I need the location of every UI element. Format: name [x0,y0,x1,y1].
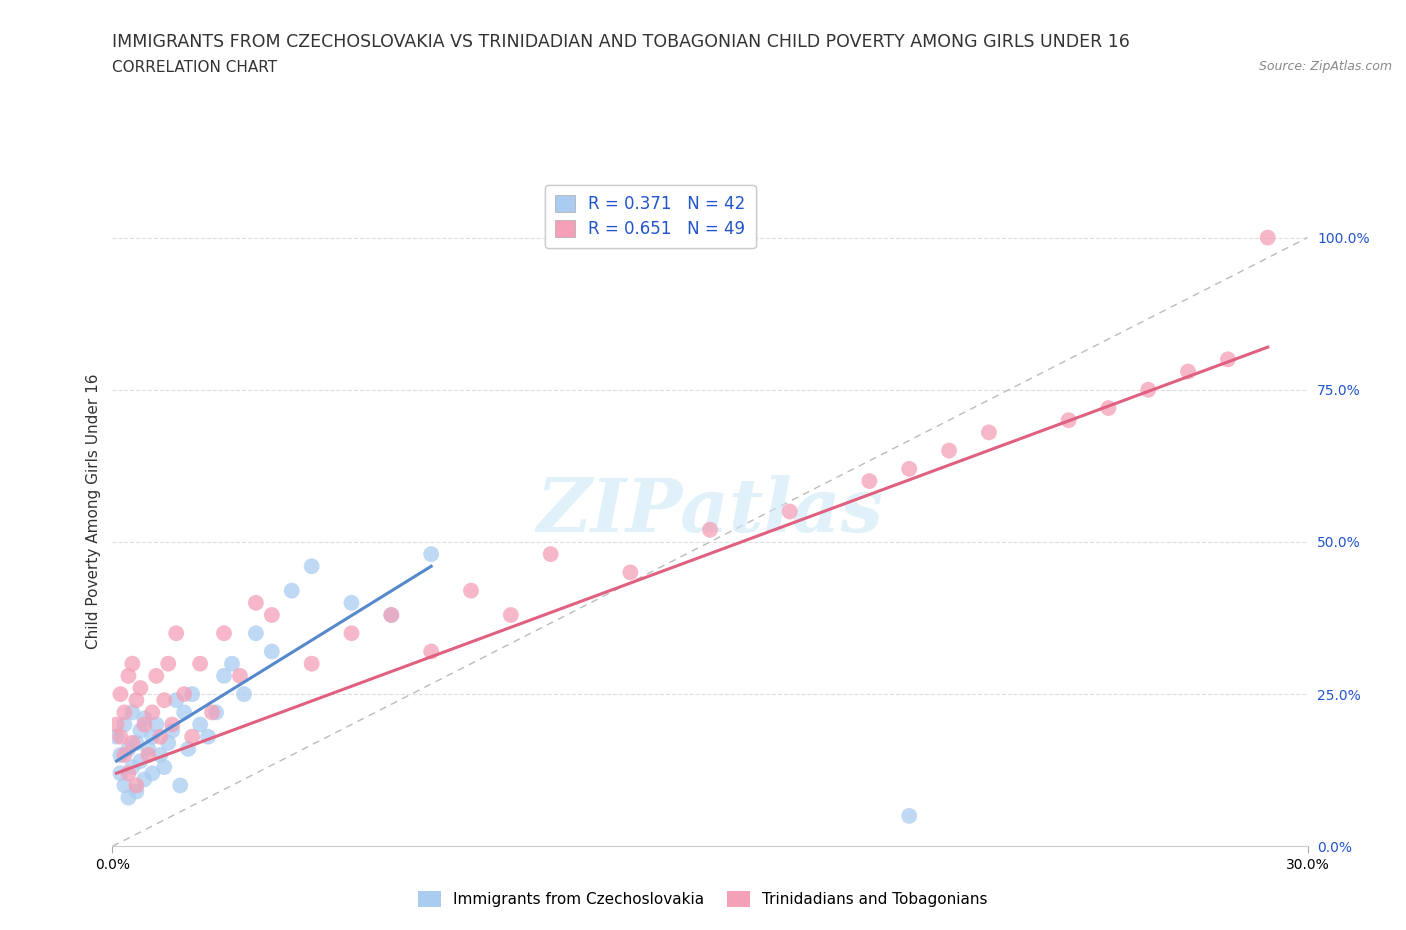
Point [260,607,283,622]
Point [460,583,482,598]
Point [619,565,641,579]
Point [153,760,176,775]
Point [125,778,148,793]
Point [699,523,721,538]
Y-axis label: Child Poverty Among Girls Under 16: Child Poverty Among Girls Under 16 [86,374,101,649]
Point [779,504,801,519]
Point [114,705,135,720]
Point [105,729,128,744]
Point [149,748,172,763]
Point [121,736,143,751]
Point [141,729,163,744]
Point [125,784,148,799]
Point [380,607,402,622]
Point [233,686,256,701]
Point [138,748,160,763]
Legend: Immigrants from Czechoslovakia, Trinidadians and Tobagonians: Immigrants from Czechoslovakia, Trinidad… [412,884,994,913]
Point [188,657,211,671]
Point [260,644,283,659]
Point [121,760,143,775]
Point [145,717,167,732]
Point [1216,352,1239,366]
Point [420,644,443,659]
Point [138,741,160,756]
Point [153,693,176,708]
Point [114,748,135,763]
Point [125,736,148,751]
Point [212,626,235,641]
Point [165,693,187,708]
Point [134,772,156,787]
Point [162,724,183,738]
Point [1097,401,1119,416]
Point [121,705,143,720]
Point [134,711,156,726]
Point [110,765,132,780]
Point [858,473,880,488]
Point [380,607,402,622]
Point [977,425,1000,440]
Point [229,669,252,684]
Point [540,547,562,562]
Point [121,657,143,671]
Point [245,626,267,641]
Point [129,724,152,738]
Point [125,693,148,708]
Point [141,765,163,780]
Point [1257,230,1279,245]
Point [1137,382,1160,397]
Point [110,686,132,701]
Point [938,444,960,458]
Point [188,717,211,732]
Point [117,790,139,805]
Point [1057,413,1080,428]
Point [114,778,135,793]
Point [420,547,443,562]
Point [205,705,228,720]
Point [141,705,163,720]
Text: CORRELATION CHART: CORRELATION CHART [112,60,277,75]
Point [157,736,180,751]
Point [340,595,363,610]
Point [301,559,323,574]
Point [173,686,195,701]
Point [245,595,267,610]
Point [134,717,156,732]
Point [114,717,135,732]
Point [149,729,172,744]
Legend: R = 0.371   N = 42, R = 0.651   N = 49: R = 0.371 N = 42, R = 0.651 N = 49 [546,185,755,248]
Point [110,748,132,763]
Point [340,626,363,641]
Point [181,686,204,701]
Point [221,657,243,671]
Point [105,717,128,732]
Point [181,729,204,744]
Point [301,657,323,671]
Point [165,626,187,641]
Point [129,681,152,696]
Point [898,461,921,476]
Point [197,729,219,744]
Point [129,753,152,768]
Point [117,741,139,756]
Point [157,657,180,671]
Text: Source: ZipAtlas.com: Source: ZipAtlas.com [1258,60,1392,73]
Point [177,741,200,756]
Point [281,583,304,598]
Point [162,717,183,732]
Point [499,607,522,622]
Point [212,669,235,684]
Point [173,705,195,720]
Point [117,669,139,684]
Point [898,808,921,823]
Text: ZIPatlas: ZIPatlas [537,475,883,548]
Point [201,705,224,720]
Point [169,778,191,793]
Point [110,729,132,744]
Point [117,765,139,780]
Point [1177,364,1199,379]
Point [145,669,167,684]
Text: IMMIGRANTS FROM CZECHOSLOVAKIA VS TRINIDADIAN AND TOBAGONIAN CHILD POVERTY AMONG: IMMIGRANTS FROM CZECHOSLOVAKIA VS TRINID… [112,33,1130,50]
